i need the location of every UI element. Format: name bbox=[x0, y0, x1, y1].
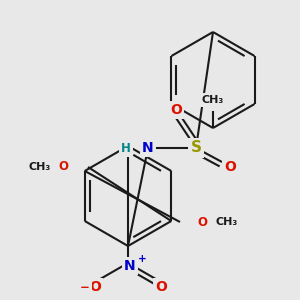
Text: N: N bbox=[142, 141, 154, 155]
Text: CH₃: CH₃ bbox=[202, 95, 224, 105]
Text: CH₃: CH₃ bbox=[29, 162, 51, 172]
Text: O: O bbox=[197, 215, 207, 229]
Text: O: O bbox=[170, 103, 182, 117]
Text: O: O bbox=[155, 280, 167, 294]
Text: O: O bbox=[58, 160, 68, 173]
Text: S: S bbox=[190, 140, 202, 155]
Text: O: O bbox=[89, 280, 101, 294]
Text: CH₃: CH₃ bbox=[216, 217, 238, 227]
Text: +: + bbox=[138, 254, 146, 264]
Text: N: N bbox=[124, 259, 136, 273]
Text: O: O bbox=[224, 160, 236, 174]
Text: H: H bbox=[121, 142, 131, 154]
Text: −: − bbox=[80, 280, 90, 293]
